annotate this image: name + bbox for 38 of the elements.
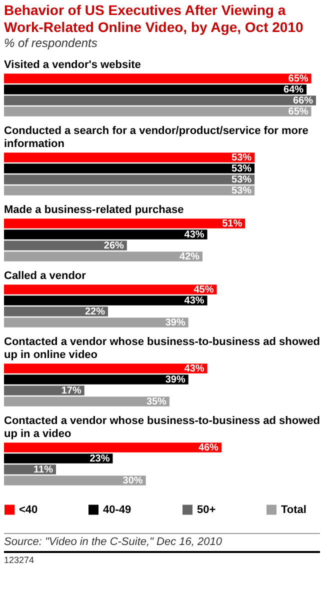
data-label: 46% [198,442,219,454]
data-label: 45% [194,284,214,296]
data-label: 51% [222,218,242,230]
y-tick-label: Conducted a search for a vendor/product/service for more information [4,125,308,150]
y-tick-label: Contacted a vendor whose business-to-business ad showed up in online video [4,336,320,361]
legend-label: Total [281,504,306,516]
data-label: 65% [288,74,308,84]
data-label: 43% [184,296,204,306]
data-label: 53% [232,152,252,164]
data-label: 66% [292,96,314,106]
y-tick-label: Called a vendor [4,270,87,282]
legend-label: <40 [19,504,38,516]
data-label: 53% [232,186,252,196]
data-label: 11% [34,464,54,476]
data-label: 39% [165,318,186,328]
y-tick-label: Contacted a vendor whose business-to-business ad showed up in a video [4,415,320,440]
text: Behavior of US Executives After Viewing a Work-Related Online Video, by Age, Oct 2010 [4,2,304,35]
data-label: 53% [232,164,252,174]
source-note: Source: "Video in the C-Suite," Dec 16, 2010 [4,533,320,548]
data-label: 35% [146,396,167,408]
data-label: 39% [165,374,186,386]
legend-label: 40-49 [103,504,132,516]
data-label: 22% [84,306,106,318]
text: % of respondents [4,36,98,50]
data-label: 43% [184,230,204,240]
legend-label: 50+ [197,504,216,516]
data-label: 65% [288,106,308,118]
y-tick-label: Made a business-related purchase [4,204,184,216]
text: 123274 [4,551,320,565]
data-label: 64% [284,84,304,96]
data-label: 26% [104,240,124,252]
data-label: 53% [232,174,252,186]
data-label: 42% [180,252,200,262]
y-tick-label: Visited a vendor's website [4,59,141,71]
data-label: 43% [184,364,204,374]
data-label: 17% [61,386,82,396]
data-label: 30% [122,476,143,486]
data-label: 23% [90,454,110,464]
